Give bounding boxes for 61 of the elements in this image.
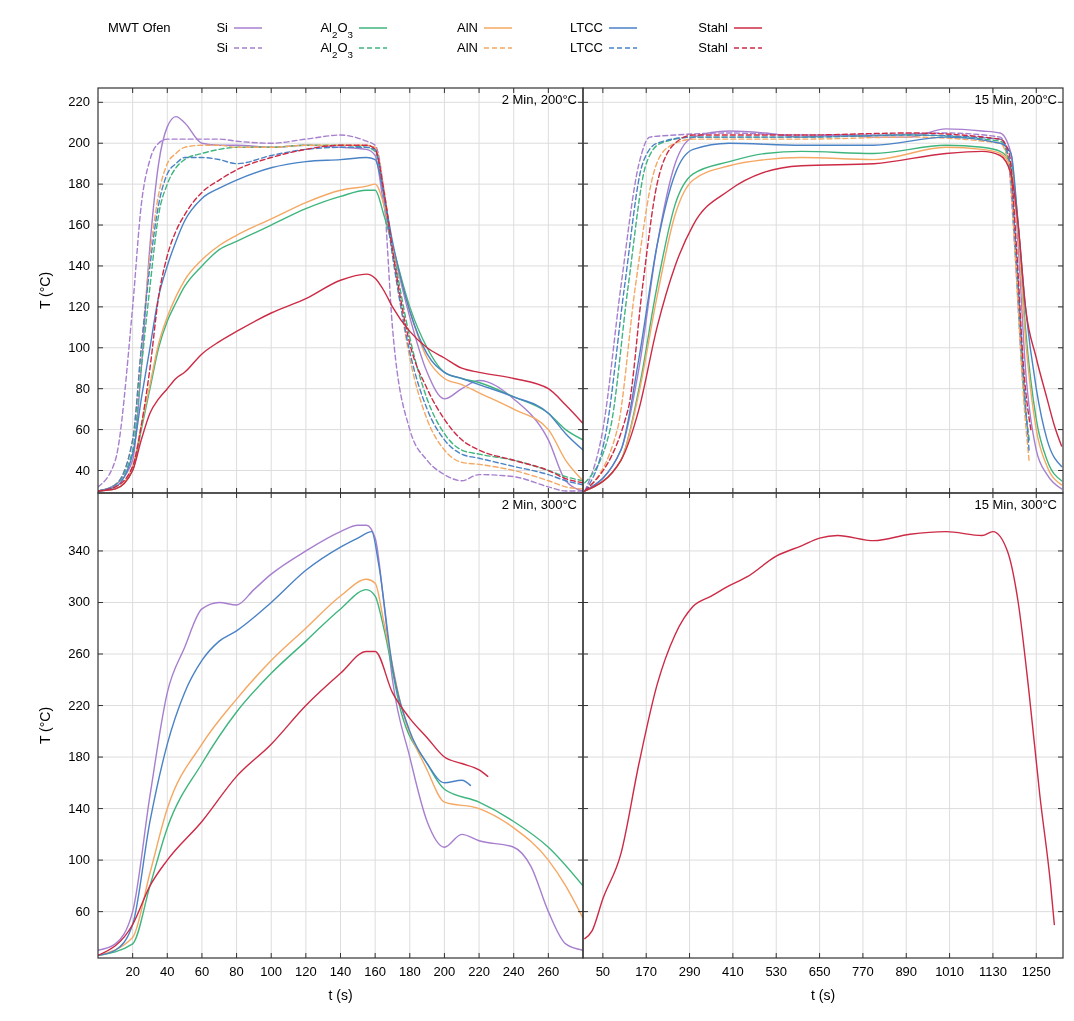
y-tick-label: 300 (68, 594, 90, 610)
legend-label: Stahl (698, 20, 729, 35)
x-tick-label: 260 (537, 964, 560, 979)
x-tick-label: 410 (722, 964, 744, 979)
x-tick-label: 170 (635, 964, 658, 979)
chart-title: 2 Min, 200°C (501, 92, 577, 107)
legend-label: Si (216, 40, 229, 55)
x-tick-label: 220 (468, 964, 490, 979)
legend-label: Al$_{2}$O$_{3}$ (320, 20, 353, 40)
y-tick-label: 340 (68, 542, 90, 558)
legend-label: LTCC (570, 40, 603, 55)
x-tick-label: 1250 (1021, 964, 1051, 979)
x-tick-label: 40 (160, 964, 175, 979)
y-tick-label: 180 (68, 176, 90, 192)
y-tick-label: 100 (68, 339, 90, 355)
x-tick-label: 20 (125, 964, 140, 979)
x-tick-label: 120 (295, 964, 317, 979)
x-tick-label: 650 (808, 964, 831, 979)
y-tick-label: 120 (68, 298, 90, 314)
y-axis-title: T (°C) (37, 271, 53, 310)
legend-label: AlN (457, 20, 478, 35)
x-tick-label: 60 (194, 964, 210, 979)
y-tick-label: 100 (68, 852, 90, 868)
y-tick-label: 40 (75, 462, 90, 478)
legend-title: MWT Ofen (108, 20, 171, 35)
x-axis-title: t (s) (328, 987, 353, 1003)
y-tick-label: 60 (75, 421, 90, 437)
x-tick-label: 530 (765, 964, 788, 979)
x-tick-label: 770 (852, 964, 874, 979)
legend-label: Si (216, 20, 229, 35)
x-tick-label: 160 (364, 964, 386, 979)
x-tick-label: 890 (895, 964, 918, 979)
y-tick-label: 160 (68, 217, 90, 233)
x-tick-label: 200 (433, 964, 456, 979)
chart-title: 15 Min, 300°C (974, 497, 1057, 512)
x-tick-label: 100 (260, 964, 283, 979)
x-tick-label: 50 (595, 964, 611, 979)
y-tick-label: 80 (75, 380, 90, 396)
x-tick-label: 1010 (935, 964, 965, 979)
x-tick-label: 240 (502, 964, 525, 979)
legend-label: AlN (457, 40, 478, 55)
y-tick-label: 140 (68, 800, 90, 816)
y-tick-label: 140 (68, 257, 90, 273)
legend-label: LTCC (570, 20, 603, 35)
legend-label: Stahl (698, 40, 729, 55)
x-axis-title: t (s) (810, 987, 836, 1003)
chart-title: 2 Min, 300°C (501, 497, 577, 512)
legend-label: Al$_{2}$O$_{3}$ (320, 40, 353, 60)
x-tick-label: 1130 (978, 964, 1007, 979)
y-axis-title: T (°C) (37, 706, 53, 745)
y-tick-label: 180 (68, 749, 90, 765)
y-tick-label: 220 (68, 94, 90, 110)
y-tick-label: 60 (75, 903, 90, 919)
y-tick-label: 220 (68, 697, 90, 713)
x-tick-label: 140 (329, 964, 352, 979)
x-tick-label: 180 (398, 964, 421, 979)
x-tick-label: 290 (678, 964, 701, 979)
chart-title: 15 Min, 200°C (974, 92, 1057, 107)
y-tick-label: 260 (68, 646, 90, 662)
y-tick-label: 200 (68, 135, 90, 151)
x-tick-label: 80 (229, 964, 244, 979)
